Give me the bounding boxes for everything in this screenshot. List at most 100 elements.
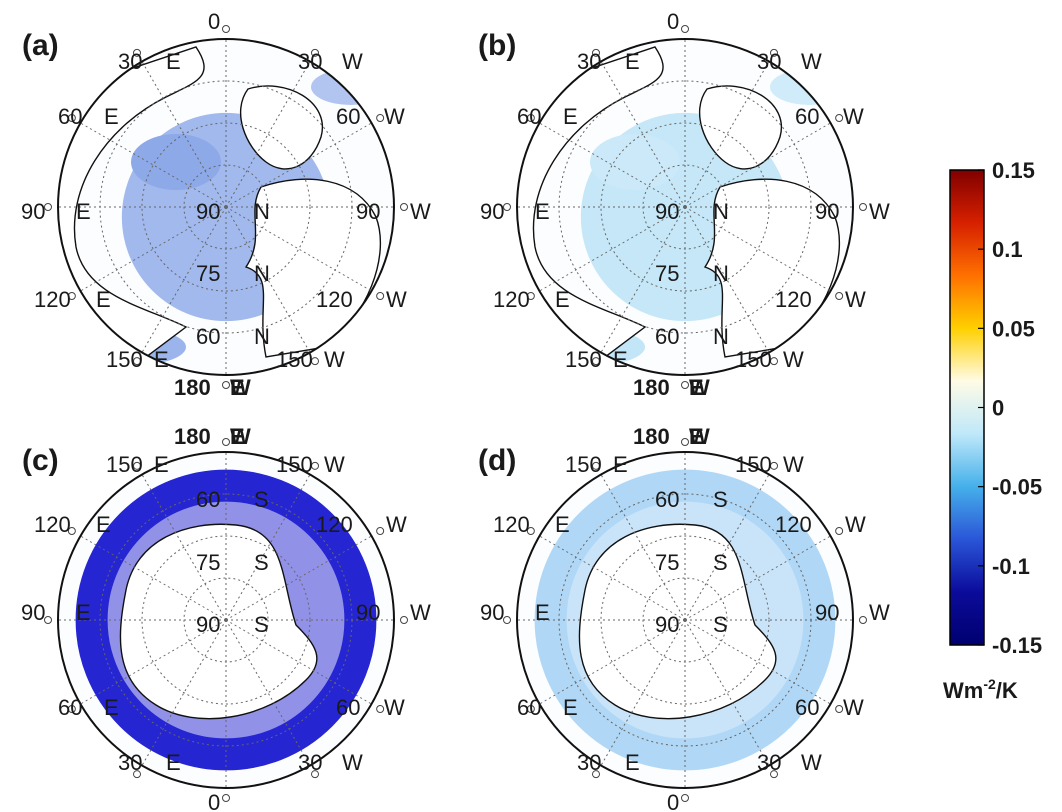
tick-marker [770, 770, 778, 779]
lat-label: 90 [196, 612, 220, 637]
latitude-circle [600, 122, 770, 292]
meridian-line [684, 206, 831, 292]
lon-label: 180 [633, 424, 670, 449]
lon-label: W [869, 600, 890, 625]
meridian-line [684, 619, 831, 705]
lon-label: E [76, 199, 91, 224]
meridian-line [539, 619, 686, 705]
lon-label: 0 [208, 9, 220, 34]
lon-label: E [613, 452, 628, 477]
lon-label: 90 [356, 600, 380, 625]
tick-marker [503, 616, 511, 624]
lat-label: 90 [655, 199, 679, 224]
lon-label: 180 [174, 375, 211, 400]
meridian-line [684, 206, 770, 353]
lon-label: 30 [757, 750, 781, 775]
lat-label: 75 [196, 550, 220, 575]
lon-label: E [555, 512, 570, 537]
meridian-line [539, 206, 686, 292]
tick-marker [133, 357, 141, 366]
lon-label: W [230, 424, 251, 449]
lon-label: 120 [34, 287, 71, 312]
tick-marker [311, 770, 319, 779]
lon-label: 90 [21, 199, 45, 224]
lon-label: E [689, 375, 704, 400]
lon-label: 150 [565, 347, 602, 372]
lon-label: 30 [577, 750, 601, 775]
lon-label: 120 [775, 512, 812, 537]
map-frame [516, 38, 854, 376]
lon-label: E [96, 512, 111, 537]
lat-label: S [254, 487, 269, 512]
meridian-line [225, 122, 372, 208]
anomaly-field [770, 69, 850, 105]
lon-label: 60 [58, 695, 82, 720]
tick-marker [376, 292, 385, 300]
meridian-line [225, 206, 372, 292]
lon-label: 180 [174, 424, 211, 449]
lon-label: E [613, 347, 628, 372]
tick-marker [311, 461, 319, 470]
lon-label: E [230, 424, 245, 449]
lon-label: 90 [815, 199, 839, 224]
lon-label: W [410, 199, 431, 224]
colorbar: 0.15 0.1 0.05 0 -0.05 -0.1 -0.15 Wm-2/K [943, 158, 1042, 703]
lon-label: 30 [298, 49, 322, 74]
tick-marker [859, 203, 867, 211]
lon-label: W [783, 452, 804, 477]
meridian-line [600, 619, 686, 766]
lon-label: 60 [795, 104, 819, 129]
tick-marker [376, 527, 385, 535]
lat-label: S [713, 487, 728, 512]
colorbar-tick-label: -0.1 [992, 554, 1030, 579]
tick-marker [311, 48, 319, 57]
panel-label: (c) [22, 444, 59, 477]
lon-label: 90 [815, 600, 839, 625]
tick-marker [835, 292, 844, 300]
lat-label: 75 [196, 261, 220, 286]
lon-label: W [342, 750, 363, 775]
lon-label: 120 [775, 287, 812, 312]
meridian-line [684, 535, 831, 621]
lon-label: E [154, 452, 169, 477]
lon-label: 150 [106, 452, 143, 477]
colorbar-tick-label: -0.05 [992, 475, 1042, 500]
landmass-antarctica [119, 523, 318, 720]
tick-marker [770, 48, 778, 57]
lon-label: 60 [517, 695, 541, 720]
anomaly-field [311, 69, 391, 105]
lon-label: W [324, 452, 345, 477]
tick-marker [526, 705, 535, 713]
meridian-line [225, 474, 311, 621]
lat-label: 60 [196, 487, 220, 512]
lon-label: 150 [106, 347, 143, 372]
anomaly-ring-core [534, 469, 836, 771]
lat-label: S [713, 612, 728, 637]
lon-label: 120 [316, 512, 353, 537]
tick-marker [770, 461, 778, 470]
lon-label: W [342, 49, 363, 74]
lon-label: W [324, 347, 345, 372]
lat-label: S [713, 550, 728, 575]
lat-label: S [254, 550, 269, 575]
lon-label: 90 [21, 600, 45, 625]
lon-label: E [166, 750, 181, 775]
lon-label: 60 [58, 104, 82, 129]
lat-label: 90 [196, 199, 220, 224]
lon-label: W [386, 512, 407, 537]
anomaly-core [131, 134, 221, 190]
meridian-line [539, 535, 686, 621]
lon-label: E [104, 104, 119, 129]
graticule [517, 39, 853, 375]
meridian-line [225, 619, 372, 705]
meridian-line [225, 535, 372, 621]
lon-label: E [563, 104, 578, 129]
lon-label: 90 [480, 600, 504, 625]
meridian-line [141, 619, 227, 766]
lon-label: 120 [316, 287, 353, 312]
lon-label: E [625, 49, 640, 74]
lon-label: W [869, 199, 890, 224]
panel-label: (a) [22, 29, 59, 62]
colorbar-tick-label: -0.15 [992, 633, 1042, 658]
